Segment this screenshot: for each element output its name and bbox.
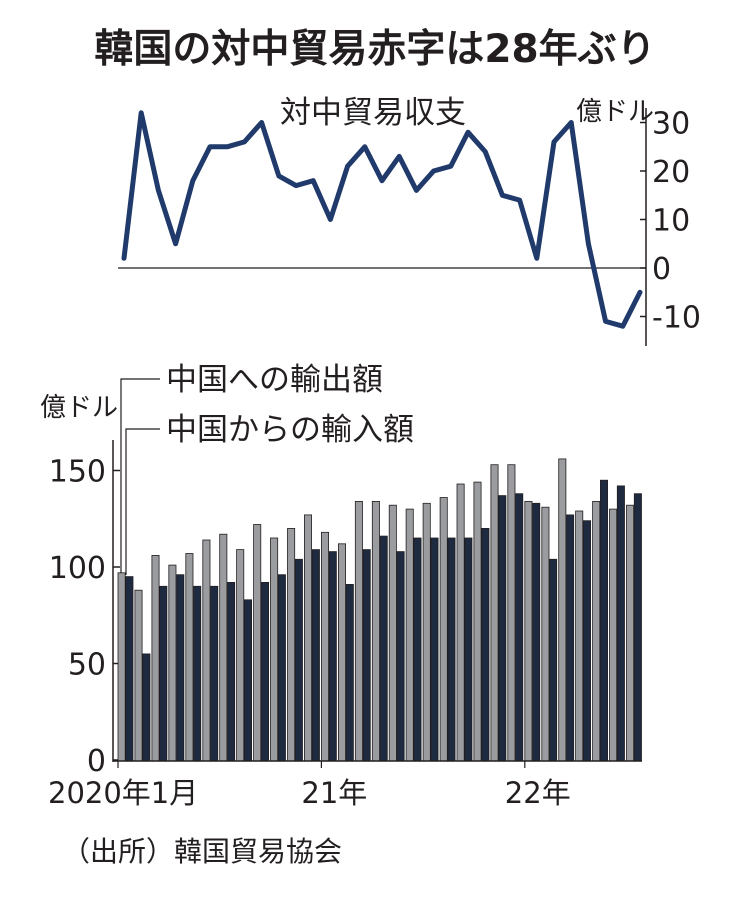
export-bar <box>558 458 567 762</box>
import-bar <box>345 584 354 762</box>
legend-import: 中国からの輸入額 <box>166 412 414 448</box>
import-bar <box>176 574 185 762</box>
legend-export: 中国への輸出額 <box>166 362 383 398</box>
import-bar <box>328 551 337 762</box>
import-bar <box>583 520 592 762</box>
line-chart-title: 対中貿易収支 <box>280 95 466 131</box>
line-y-tick-label: 30 <box>652 107 690 142</box>
import-bar <box>125 576 134 762</box>
export-bar <box>524 500 533 762</box>
export-bar <box>541 506 550 762</box>
import-bar <box>566 514 575 762</box>
import-bar <box>294 558 303 762</box>
export-bar <box>303 514 312 762</box>
line-y-tick-label: 20 <box>652 155 690 190</box>
export-bar <box>422 502 431 762</box>
import-bar <box>481 528 490 762</box>
import-bar <box>633 493 642 762</box>
import-bar <box>362 549 371 762</box>
import-bar <box>430 537 439 762</box>
x-tick-label: 2020年1月 <box>48 776 198 810</box>
export-bar <box>287 528 296 762</box>
x-tick-label: 21年 <box>301 776 367 810</box>
export-bar <box>626 504 635 762</box>
bar-y-tick-label: 50 <box>68 648 106 683</box>
export-bar <box>354 500 363 762</box>
import-bar <box>227 582 236 762</box>
import-bar <box>600 479 609 762</box>
x-tick-label: 22年 <box>505 776 571 810</box>
export-bar <box>592 500 601 762</box>
import-bar <box>396 551 405 762</box>
import-bar <box>515 493 524 762</box>
export-bar <box>388 504 397 762</box>
line-y-tick-label: 0 <box>652 252 671 287</box>
export-bar <box>575 510 584 762</box>
import-bar <box>260 582 269 762</box>
export-bar <box>253 524 262 762</box>
balance-series-line <box>121 110 643 329</box>
line-y-tick-label: -10 <box>652 301 701 336</box>
import-bar <box>193 585 202 762</box>
bar-y-tick-label: 150 <box>49 455 106 490</box>
export-bar <box>507 464 516 762</box>
import-bar <box>379 535 388 762</box>
export-bar <box>320 531 329 762</box>
export-bar <box>236 549 245 762</box>
source-note: （出所）韓国貿易協会 <box>62 835 343 868</box>
import-bar <box>549 558 558 762</box>
trade-bar-chart: 億ドル 中国への輸出額 中国からの輸入額 150 100 50 0 2020年1月 21… <box>40 362 642 810</box>
import-bar <box>464 537 473 762</box>
import-bar <box>210 585 219 762</box>
export-bar <box>405 508 414 762</box>
chart-title: 韓国の対中貿易赤字は28年ぶり <box>94 27 656 72</box>
export-bar <box>456 483 465 762</box>
import-bar <box>243 599 252 762</box>
line-y-tick-label: 10 <box>652 204 690 239</box>
export-bar <box>473 481 482 762</box>
bar-chart-unit: 億ドル <box>40 393 118 423</box>
export-bar <box>168 564 177 762</box>
import-bar <box>277 574 286 762</box>
export-bar <box>219 533 228 762</box>
import-bar <box>498 495 507 762</box>
import-bar <box>311 549 320 762</box>
export-bar <box>117 572 126 762</box>
import-bar <box>413 537 422 762</box>
export-bar <box>134 589 143 762</box>
export-bar <box>151 555 160 762</box>
bar-y-tick-label: 100 <box>49 551 106 586</box>
import-bar <box>142 653 151 762</box>
export-legend-leader <box>120 378 160 575</box>
import-bar <box>447 537 456 762</box>
export-bar <box>202 539 211 762</box>
export-bar <box>490 464 499 762</box>
import-legend-leader <box>125 428 160 575</box>
import-bar <box>159 585 168 762</box>
import-bar <box>532 502 541 762</box>
export-bar <box>439 497 448 762</box>
export-bar <box>609 508 618 762</box>
export-bar <box>270 537 279 762</box>
export-bar <box>371 500 380 762</box>
export-bar <box>337 543 346 762</box>
export-bar <box>185 553 194 762</box>
bar-y-tick-label: 0 <box>87 744 106 779</box>
import-bar <box>616 485 625 762</box>
